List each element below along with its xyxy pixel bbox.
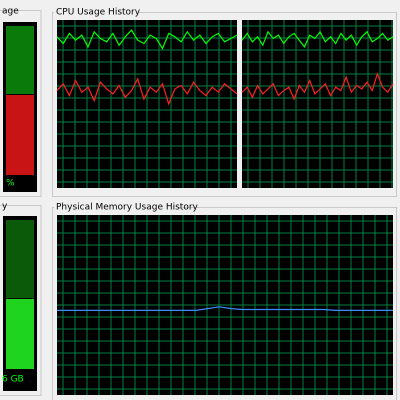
history-line bbox=[241, 30, 394, 49]
meter-free bbox=[6, 220, 34, 298]
history-line bbox=[57, 306, 393, 311]
memory-amount: 6 GB bbox=[2, 375, 24, 385]
group-box bbox=[52, 207, 397, 400]
cpu-usage-label: age bbox=[2, 7, 19, 17]
graph-bg bbox=[242, 20, 393, 188]
meter-used bbox=[6, 95, 34, 175]
title-bg bbox=[54, 6, 138, 18]
title-bg bbox=[54, 201, 178, 213]
group-box bbox=[0, 10, 42, 197]
memory-label: y bbox=[2, 202, 8, 212]
meter-idle bbox=[6, 26, 34, 94]
group-box bbox=[52, 12, 397, 197]
history-line bbox=[241, 71, 394, 101]
cpu-history-title: CPU Usage History bbox=[56, 8, 141, 18]
history-line bbox=[56, 77, 238, 106]
cpu-meter-bars bbox=[6, 26, 34, 175]
cpu-unit: % bbox=[6, 179, 15, 189]
memory-history-title: Physical Memory Usage History bbox=[56, 203, 199, 213]
group-box bbox=[0, 205, 42, 396]
history-line bbox=[56, 29, 238, 50]
meter-used bbox=[6, 299, 34, 369]
